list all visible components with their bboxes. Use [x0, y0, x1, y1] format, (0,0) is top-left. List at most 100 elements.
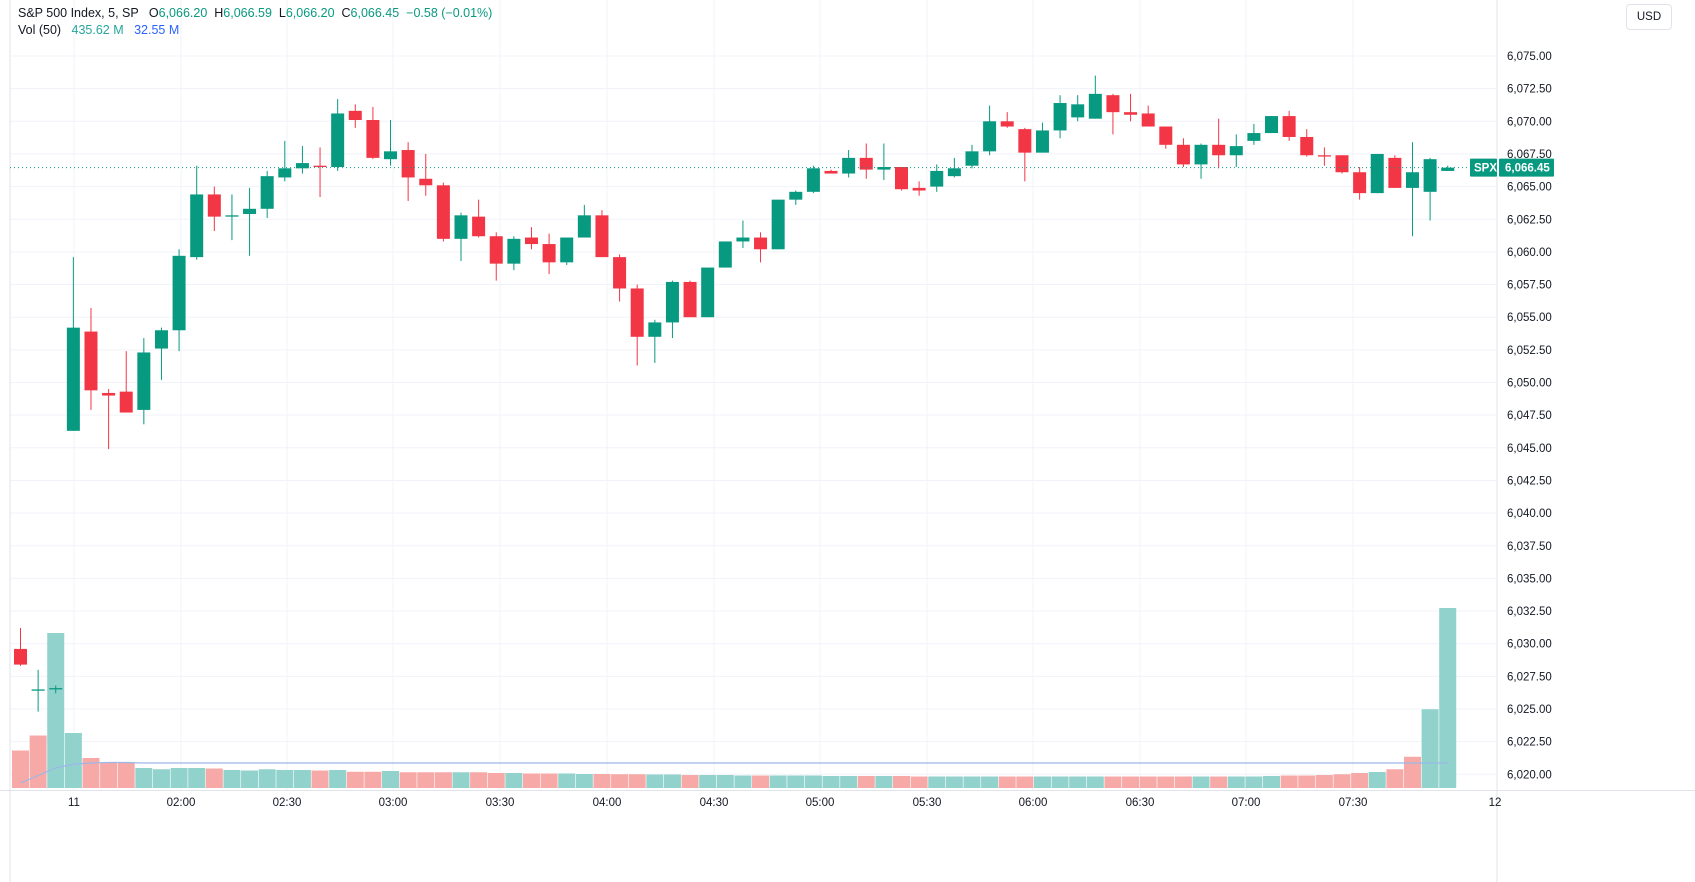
candle-body[interactable]	[877, 167, 891, 170]
candle-body[interactable]	[1282, 116, 1296, 137]
volume-bar[interactable]	[716, 775, 734, 788]
candle-body[interactable]	[1194, 144, 1208, 165]
volume-bar[interactable]	[29, 735, 47, 789]
candle-body[interactable]	[1159, 126, 1173, 145]
volume-bar[interactable]	[364, 771, 382, 788]
candle-body[interactable]	[260, 176, 274, 209]
volume-bar[interactable]	[417, 772, 435, 788]
volume-bar[interactable]	[223, 770, 241, 788]
volume-bar[interactable]	[1227, 776, 1245, 789]
candle-body[interactable]	[754, 237, 768, 250]
candle-body[interactable]	[119, 391, 133, 413]
volume-bar[interactable]	[505, 773, 523, 788]
volume-bar[interactable]	[1368, 772, 1386, 788]
candle-body[interactable]	[947, 168, 961, 177]
volume-bar[interactable]	[399, 772, 417, 788]
candle-body[interactable]	[524, 237, 538, 245]
volume-bar[interactable]	[699, 775, 717, 788]
volume-bar[interactable]	[540, 773, 558, 789]
volume-bar[interactable]	[893, 776, 910, 788]
volume-bar[interactable]	[1386, 769, 1404, 788]
volume-bar[interactable]	[928, 776, 946, 789]
candle-body[interactable]	[560, 237, 574, 263]
volume-bar[interactable]	[945, 776, 963, 789]
volume-bar[interactable]	[558, 773, 576, 789]
candle-body[interactable]	[454, 215, 468, 239]
legend-title[interactable]: S&P 500 Index, 5, SP	[18, 6, 139, 20]
candle-body[interactable]	[436, 185, 450, 239]
volume-bar[interactable]	[434, 772, 452, 788]
volume-bar[interactable]	[329, 770, 347, 788]
volume-bar[interactable]	[804, 775, 822, 789]
currency-button[interactable]: USD	[1626, 4, 1672, 30]
candle-body[interactable]	[965, 151, 979, 166]
candle-body[interactable]	[401, 150, 415, 178]
volume-bar[interactable]	[487, 773, 505, 788]
candle-body[interactable]	[930, 170, 944, 187]
volume-bar[interactable]	[593, 774, 611, 788]
candle-body[interactable]	[1441, 167, 1455, 171]
volume-bar[interactable]	[1051, 776, 1069, 789]
candle-body[interactable]	[295, 163, 309, 169]
candle-body[interactable]	[577, 215, 591, 238]
volume-bar[interactable]	[1210, 776, 1228, 789]
volume-bar[interactable]	[241, 770, 259, 789]
candle-body[interactable]	[648, 322, 662, 337]
volume-bar[interactable]	[170, 768, 188, 788]
volume-bar[interactable]	[663, 774, 681, 789]
volume-bar[interactable]	[1280, 775, 1298, 789]
candle-body[interactable]	[1388, 157, 1402, 188]
volume-bar[interactable]	[1351, 773, 1369, 788]
candle-body[interactable]	[665, 281, 679, 323]
candle-body[interactable]	[1229, 146, 1243, 156]
candle-body[interactable]	[1265, 116, 1279, 134]
candle-body[interactable]	[154, 330, 168, 349]
candle-body[interactable]	[419, 178, 433, 186]
candle-body[interactable]	[595, 215, 609, 258]
candle-body[interactable]	[1335, 155, 1349, 173]
candle-body[interactable]	[172, 255, 186, 331]
volume-bar[interactable]	[646, 774, 664, 789]
volume-bar[interactable]	[857, 776, 875, 788]
candle-body[interactable]	[1141, 113, 1155, 127]
candle-body[interactable]	[190, 194, 204, 258]
candle-body[interactable]	[683, 281, 697, 318]
volume-bar[interactable]	[910, 776, 928, 789]
volume-bar[interactable]	[1033, 776, 1051, 789]
candle-body[interactable]	[1088, 93, 1102, 119]
volume-bar[interactable]	[981, 776, 999, 789]
candle-body[interactable]	[859, 157, 873, 170]
candle-body[interactable]	[1370, 153, 1384, 194]
candle-body[interactable]	[771, 199, 785, 250]
candle-body[interactable]	[278, 168, 292, 178]
candle-body[interactable]	[14, 648, 27, 665]
volume-bar[interactable]	[1139, 776, 1157, 789]
candle-body[interactable]	[1423, 159, 1437, 192]
volume-bar[interactable]	[452, 772, 470, 788]
candle-body[interactable]	[912, 187, 926, 191]
volume-bar[interactable]	[734, 775, 752, 789]
volume-bar[interactable]	[470, 772, 488, 788]
volume-bar[interactable]	[47, 633, 65, 788]
candle-body[interactable]	[31, 689, 45, 691]
candle-body[interactable]	[1176, 144, 1190, 165]
volume-bar[interactable]	[152, 769, 170, 788]
candle-body[interactable]	[613, 257, 627, 289]
candle-body[interactable]	[472, 216, 486, 237]
volume-bar[interactable]	[1157, 776, 1175, 789]
candle-body[interactable]	[1247, 133, 1261, 141]
candle-body[interactable]	[384, 151, 398, 160]
volume-bar[interactable]	[135, 768, 153, 788]
volume-bar[interactable]	[1104, 776, 1122, 789]
candle-body[interactable]	[243, 208, 257, 215]
volume-bar[interactable]	[769, 775, 787, 789]
candle-body[interactable]	[701, 267, 715, 318]
volume-bar[interactable]	[963, 776, 981, 789]
candle-body[interactable]	[1353, 172, 1367, 194]
candle-body[interactable]	[489, 236, 503, 264]
candle-body[interactable]	[1317, 155, 1331, 157]
volume-bar[interactable]	[998, 776, 1016, 789]
volume-bar[interactable]	[628, 774, 646, 788]
volume-bar[interactable]	[346, 771, 364, 788]
